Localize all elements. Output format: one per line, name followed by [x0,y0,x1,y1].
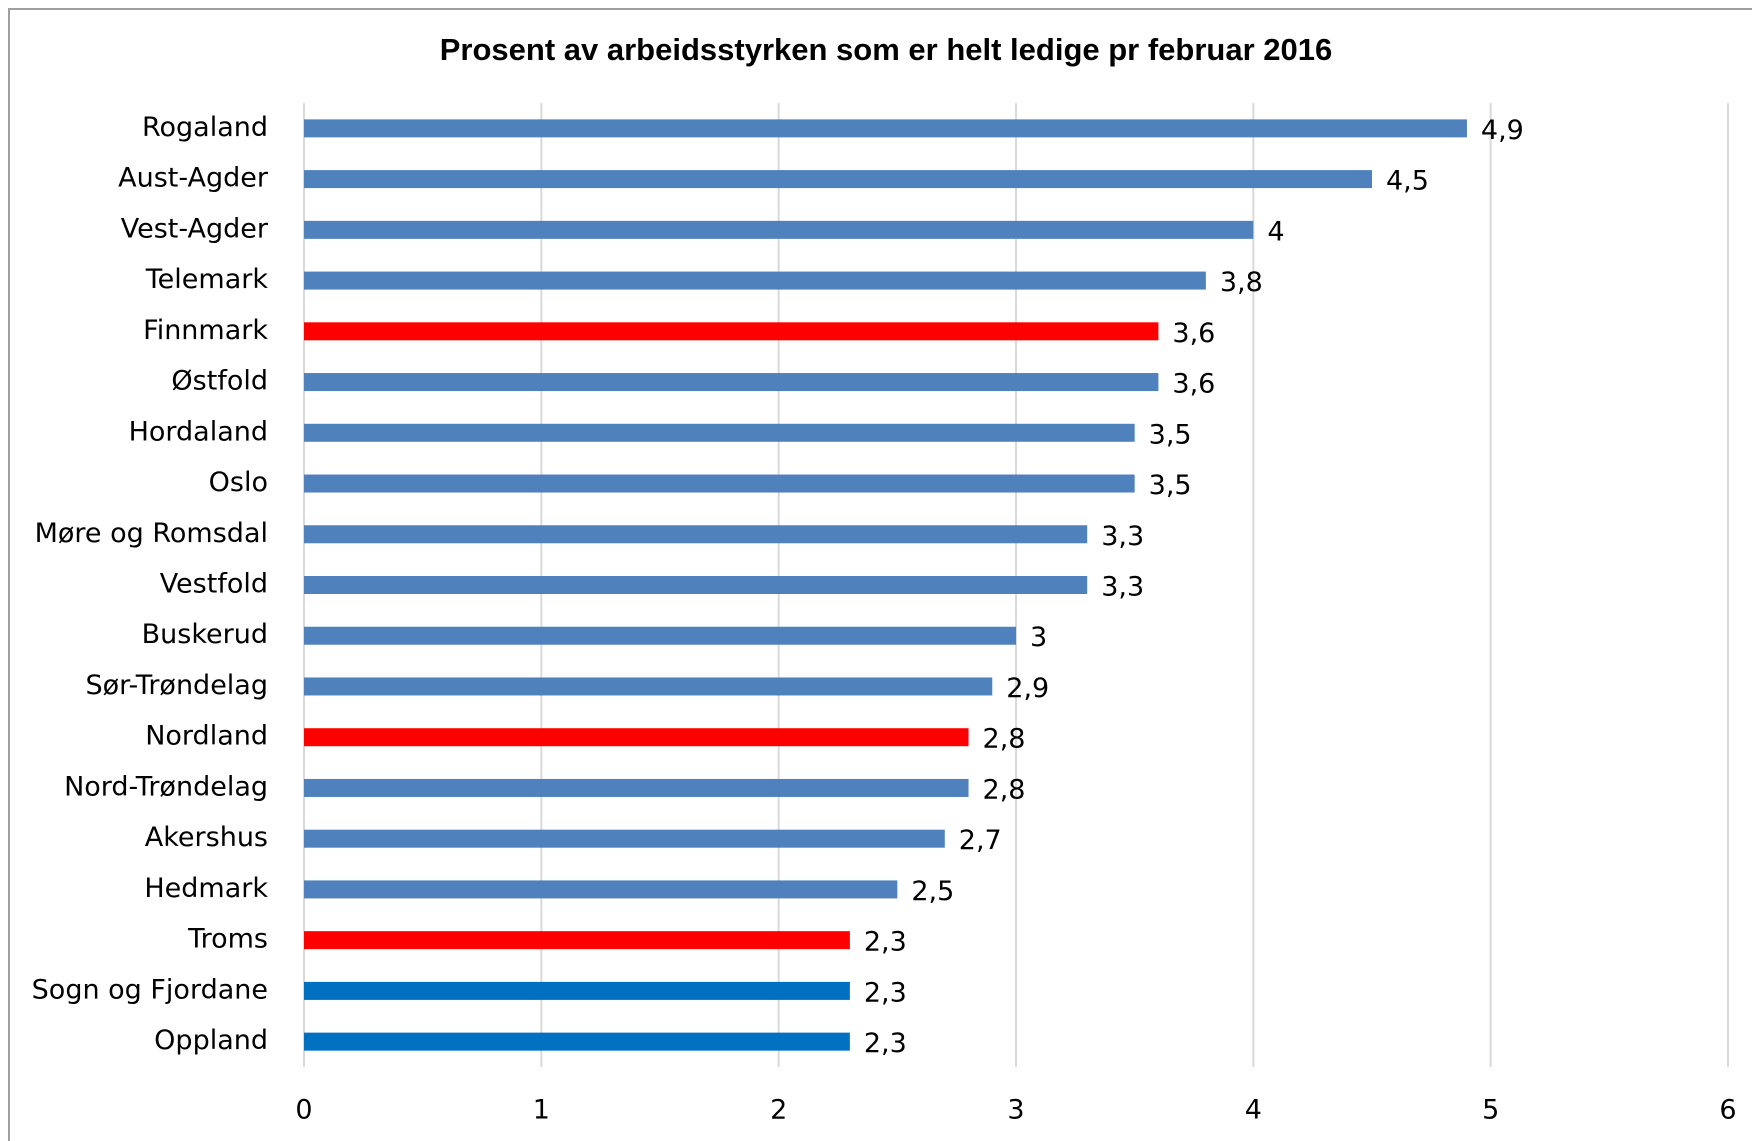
y-tick-label: Hedmark [144,873,268,904]
value-label: 2,3 [864,1028,907,1059]
x-tick-label: 0 [295,1095,312,1126]
value-label: 3 [1030,622,1047,653]
value-label: 4 [1267,216,1284,247]
value-label: 2,8 [983,774,1026,805]
y-tick-label: Aust-Agder [118,163,269,194]
bar [304,373,1159,392]
bar [304,626,1016,645]
x-tick-label: 3 [1007,1095,1024,1126]
y-tick-label: Østfold [171,366,268,397]
value-label: 2,8 [983,724,1026,755]
y-tick-label: Troms [187,924,268,955]
bar [304,170,1372,189]
value-label: 3,5 [1149,470,1192,501]
value-label: 4,5 [1386,166,1429,197]
y-tick-label: Nord-Trøndelag [64,771,268,802]
x-tick-label: 6 [1719,1095,1736,1126]
y-tick-label: Rogaland [142,112,268,143]
bar [304,423,1135,442]
bar [304,778,969,797]
y-tick-label: Hordaland [129,416,268,447]
value-label: 3,5 [1149,419,1192,450]
bar [304,271,1206,290]
value-label: 3,3 [1101,572,1144,603]
bar [304,981,850,1000]
bar [304,931,850,950]
x-tick-label: 5 [1482,1095,1499,1126]
value-label: 4,9 [1481,115,1524,146]
bar [304,1032,850,1051]
x-tick-label: 2 [770,1095,787,1126]
value-label: 3,6 [1172,369,1215,400]
x-tick-label: 4 [1245,1095,1262,1126]
y-tick-label: Oslo [209,467,268,498]
bar [304,220,1254,239]
value-label: 2,9 [1006,673,1049,704]
y-tick-label: Sogn og Fjordane [32,974,268,1005]
chart-title: Prosent av arbeidsstyrken som er helt le… [440,32,1332,67]
y-tick-label: Møre og Romsdal [35,518,268,549]
bar [304,119,1467,138]
value-label: 3,8 [1220,267,1263,298]
bar [304,576,1088,594]
y-tick-label: Sør-Trøndelag [86,670,269,701]
bar [304,829,945,848]
value-label: 2,3 [864,977,907,1008]
value-label: 3,3 [1101,521,1144,552]
y-tick-label: Oppland [154,1025,268,1056]
y-tick-label: Vestfold [160,569,268,600]
value-label: 2,7 [959,825,1002,856]
y-tick-label: Nordland [145,721,268,752]
bar [304,728,969,747]
y-tick-label: Akershus [145,822,268,853]
bar [304,677,993,696]
value-label: 3,6 [1172,318,1215,349]
value-label: 2,3 [864,927,907,958]
bar [304,474,1135,493]
value-label: 2,5 [911,876,954,907]
y-tick-label: Telemark [145,264,269,295]
bar [304,322,1159,341]
y-tick-label: Buskerud [142,619,268,650]
bar [304,880,898,899]
bar [304,525,1088,544]
y-tick-label: Finnmark [143,315,268,346]
x-tick-label: 1 [533,1095,550,1126]
y-tick-label: Vest-Agder [121,213,269,244]
chart-frame [8,8,1752,1141]
